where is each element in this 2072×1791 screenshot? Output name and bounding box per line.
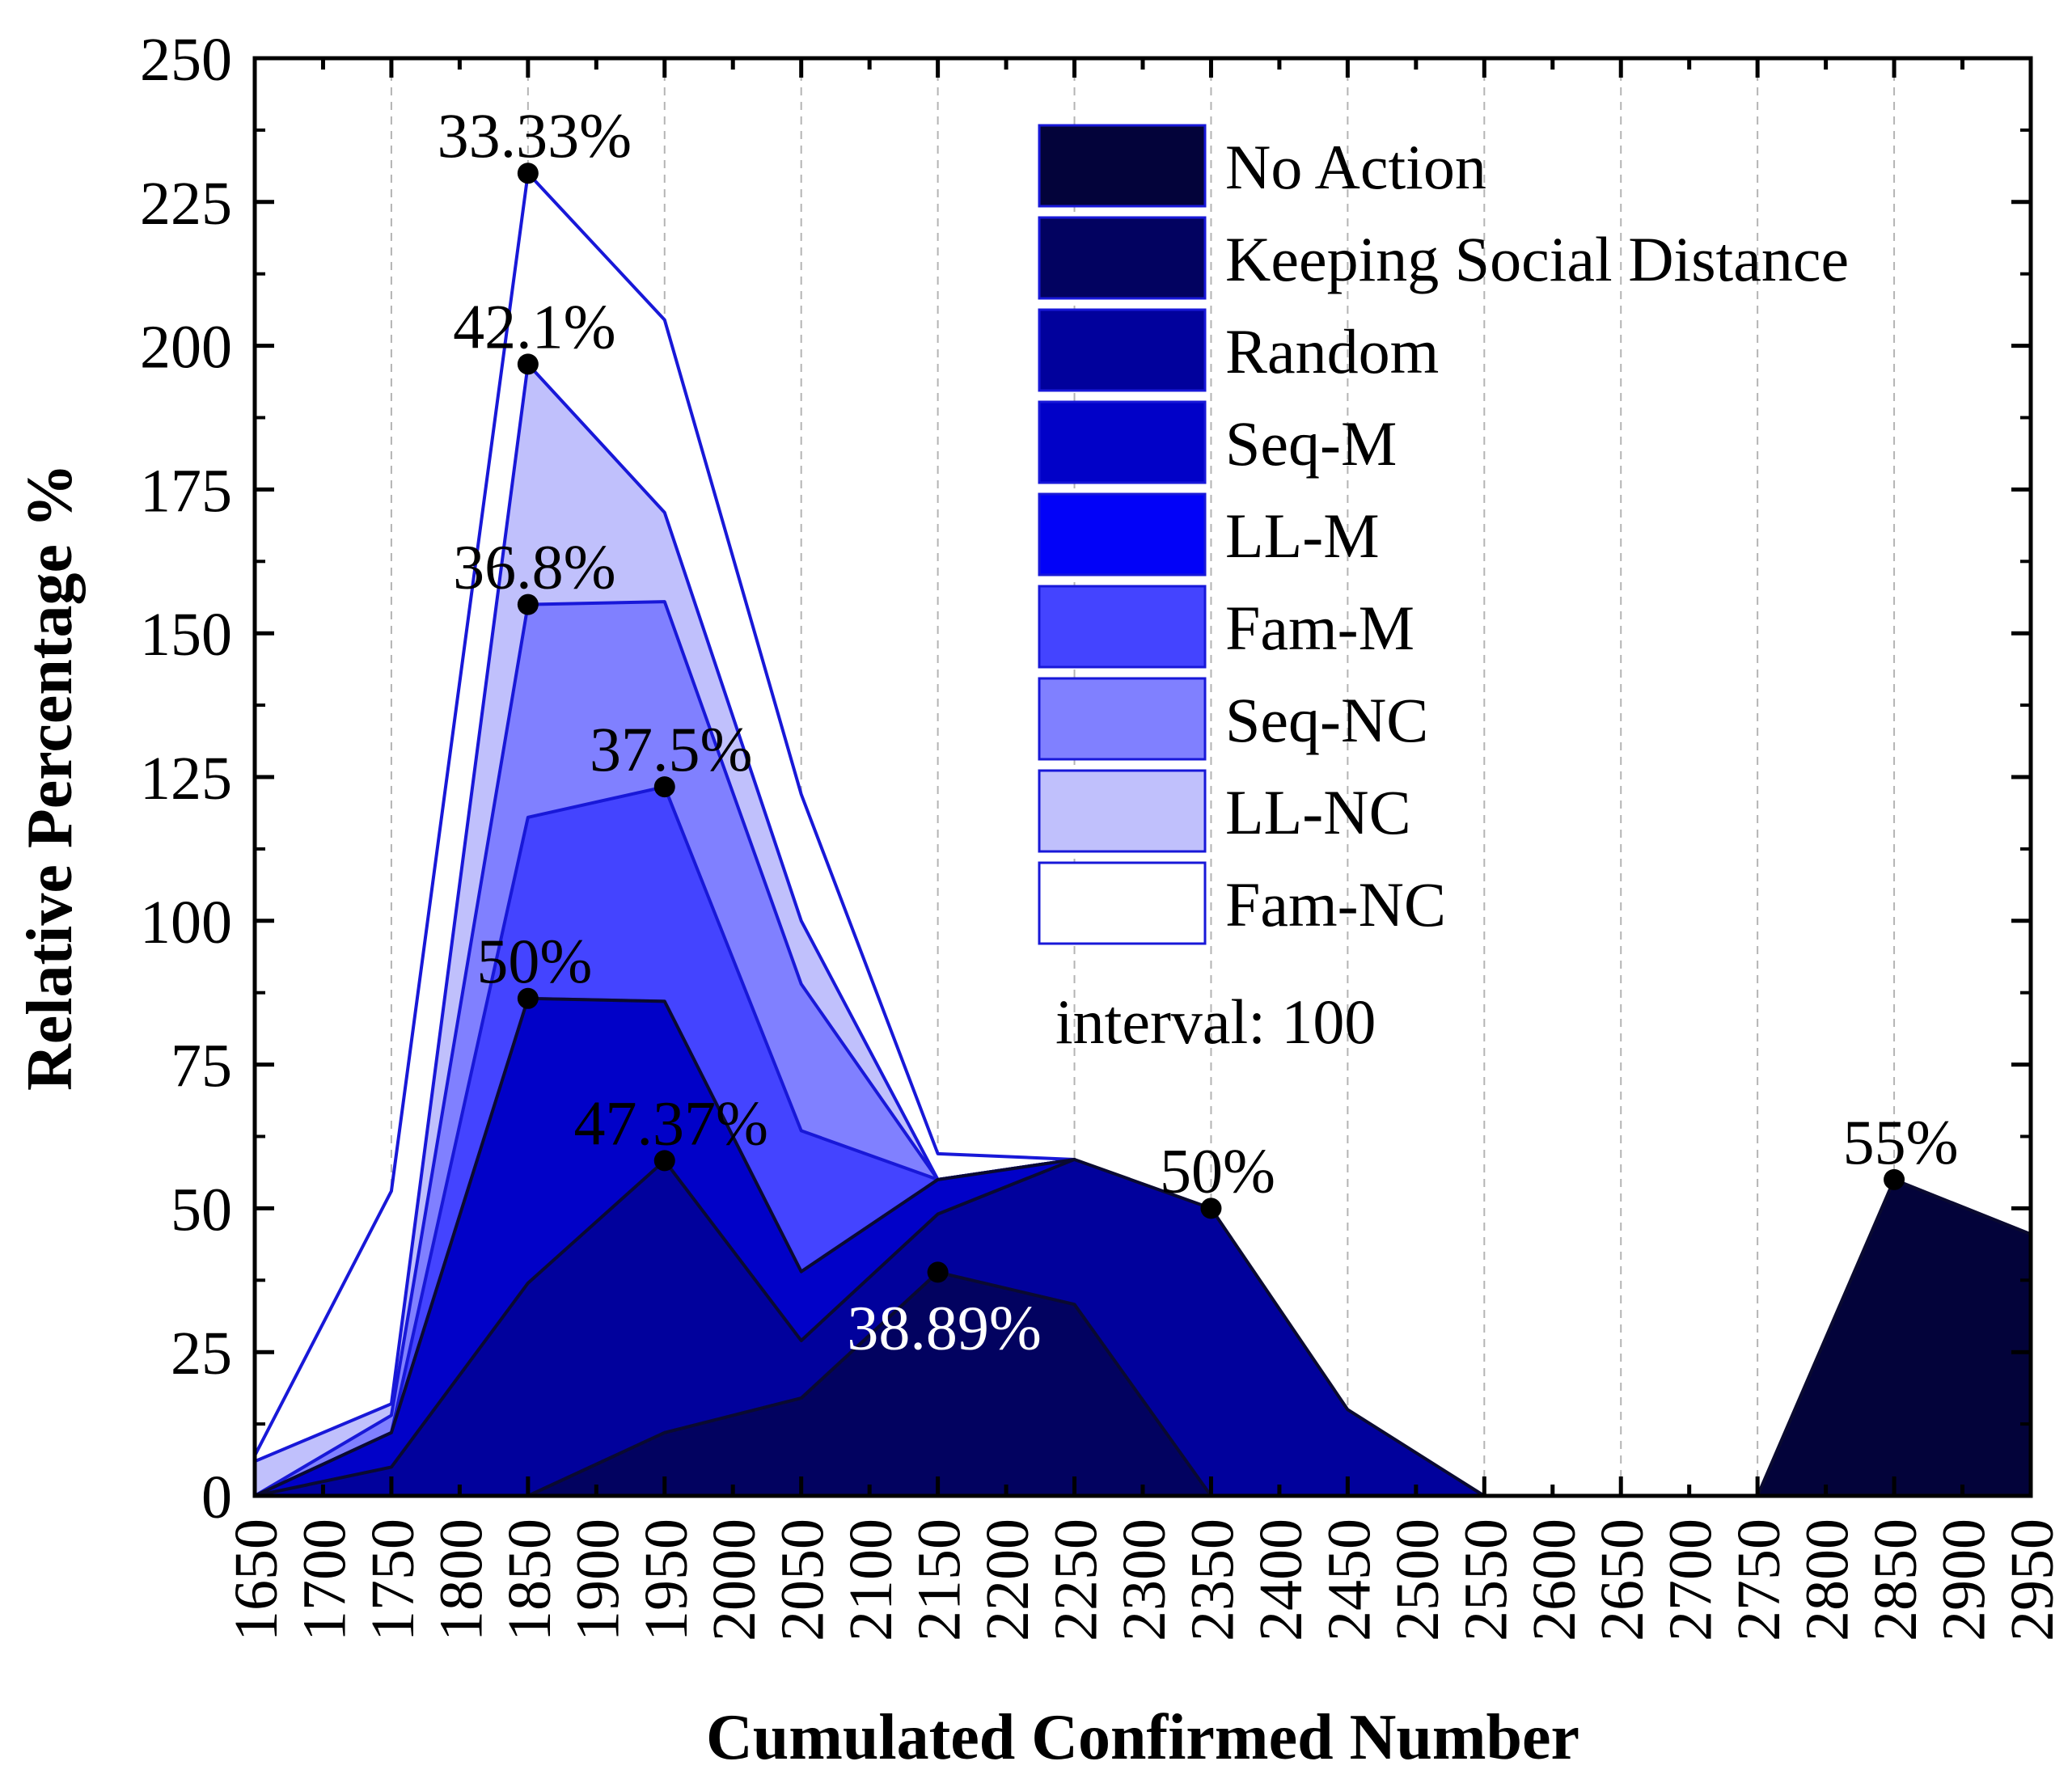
x-tick-label: 1700 (290, 1519, 358, 1641)
annotation-label: 50% (476, 926, 592, 996)
annotation-label: 47.37% (574, 1088, 768, 1158)
annotation-markers: 33.33% 42.1% 36.8% 37.5% 50% 47.37% 38.89% 50% 5… (438, 100, 1959, 1362)
x-tick-label: 2000 (700, 1519, 768, 1641)
data-point-marker (927, 1261, 949, 1283)
legend-label: Fam-NC (1225, 869, 1446, 940)
y-tick-label: 0 (201, 1464, 232, 1531)
annotation-label: 37.5% (590, 714, 752, 784)
x-tick-label: 2050 (769, 1519, 837, 1641)
x-tick-label: 2500 (1384, 1519, 1452, 1641)
y-tick-label: 25 (171, 1320, 232, 1388)
legend: No Action Keeping Social Distance Random Se… (1038, 124, 1849, 945)
x-tick-label: 2900 (1930, 1519, 1998, 1641)
x-tick-label: 1850 (496, 1519, 564, 1641)
y-tick-label: 150 (140, 601, 232, 669)
x-axis-title: Cumulated Confirmed Number (706, 1702, 1579, 1773)
series-areas (253, 171, 2032, 1497)
legend-label: Seq-M (1225, 408, 1397, 479)
data-point-marker (1200, 1198, 1222, 1219)
y-tick-label: 175 (140, 457, 232, 525)
y-tick-label: 75 (171, 1033, 232, 1100)
x-tick-label: 2700 (1657, 1519, 1725, 1641)
x-tick-label: 2100 (837, 1519, 905, 1641)
legend-swatch (1038, 585, 1207, 669)
x-tick-label: 1650 (222, 1519, 290, 1641)
legend-label: Random (1225, 316, 1439, 387)
legend-label: LL-NC (1225, 777, 1411, 847)
legend-label: Seq-NC (1225, 685, 1428, 755)
annotation-label: 50% (1160, 1135, 1275, 1206)
x-tick-label: 2650 (1588, 1519, 1656, 1641)
y-axis-title: Relative Percentage % (15, 463, 86, 1091)
interval-note: interval: 100 (1055, 986, 1376, 1057)
x-tick-label: 2850 (1862, 1519, 1930, 1641)
legend-label: Fam-M (1225, 593, 1414, 663)
x-tick-label: 2750 (1725, 1519, 1793, 1641)
y-tick-label: 100 (140, 889, 232, 957)
x-tick-label: 2950 (1998, 1519, 2066, 1641)
legend-label: Keeping Social Distance (1225, 224, 1849, 294)
data-point-marker (653, 1150, 675, 1172)
data-point-marker (517, 353, 539, 375)
x-tick-label: 2150 (906, 1519, 974, 1641)
x-tick-label: 2400 (1247, 1519, 1315, 1641)
x-tick-label: 2200 (974, 1519, 1042, 1641)
y-tick-label: 225 (140, 170, 232, 238)
x-tick-label: 1750 (359, 1519, 427, 1641)
y-tick-label: 250 (140, 26, 232, 94)
legend-swatch (1038, 124, 1207, 208)
x-tick-label: 2250 (1042, 1519, 1110, 1641)
annotation-label: 36.8% (453, 532, 615, 602)
y-tick-label: 125 (140, 745, 232, 813)
x-tick-label: 2550 (1452, 1519, 1520, 1641)
data-point-marker (653, 776, 675, 798)
x-tick-label: 2600 (1520, 1519, 1588, 1641)
annotation-label: 33.33% (438, 100, 632, 171)
legend-swatch (1038, 861, 1207, 945)
y-tick-label: 50 (171, 1176, 232, 1244)
annotation-label: 55% (1843, 1107, 1959, 1177)
annotation-label: 42.1% (453, 291, 615, 361)
x-tick-label: 1950 (632, 1519, 700, 1641)
data-point-marker (1884, 1168, 1905, 1190)
legend-swatch (1038, 216, 1207, 300)
annotation-label: 38.89% (847, 1292, 1041, 1362)
legend-swatch (1038, 492, 1207, 577)
x-tick-label: 2350 (1178, 1519, 1246, 1641)
data-point-marker (517, 593, 539, 615)
x-tick-label: 1900 (564, 1519, 632, 1641)
legend-swatch (1038, 400, 1207, 484)
legend-swatch (1038, 308, 1207, 392)
x-tick-label: 2800 (1794, 1519, 1862, 1641)
legend-label: No Action (1225, 132, 1486, 202)
x-tick-label: 2300 (1110, 1519, 1178, 1641)
data-point-marker (517, 163, 539, 184)
y-tick-label: 200 (140, 314, 232, 382)
legend-swatch (1038, 769, 1207, 853)
legend-swatch (1038, 677, 1207, 761)
legend-label: LL-M (1225, 501, 1380, 571)
x-tick-label: 1800 (427, 1519, 495, 1641)
x-tick-label: 2450 (1315, 1519, 1383, 1641)
data-point-marker (517, 987, 539, 1009)
